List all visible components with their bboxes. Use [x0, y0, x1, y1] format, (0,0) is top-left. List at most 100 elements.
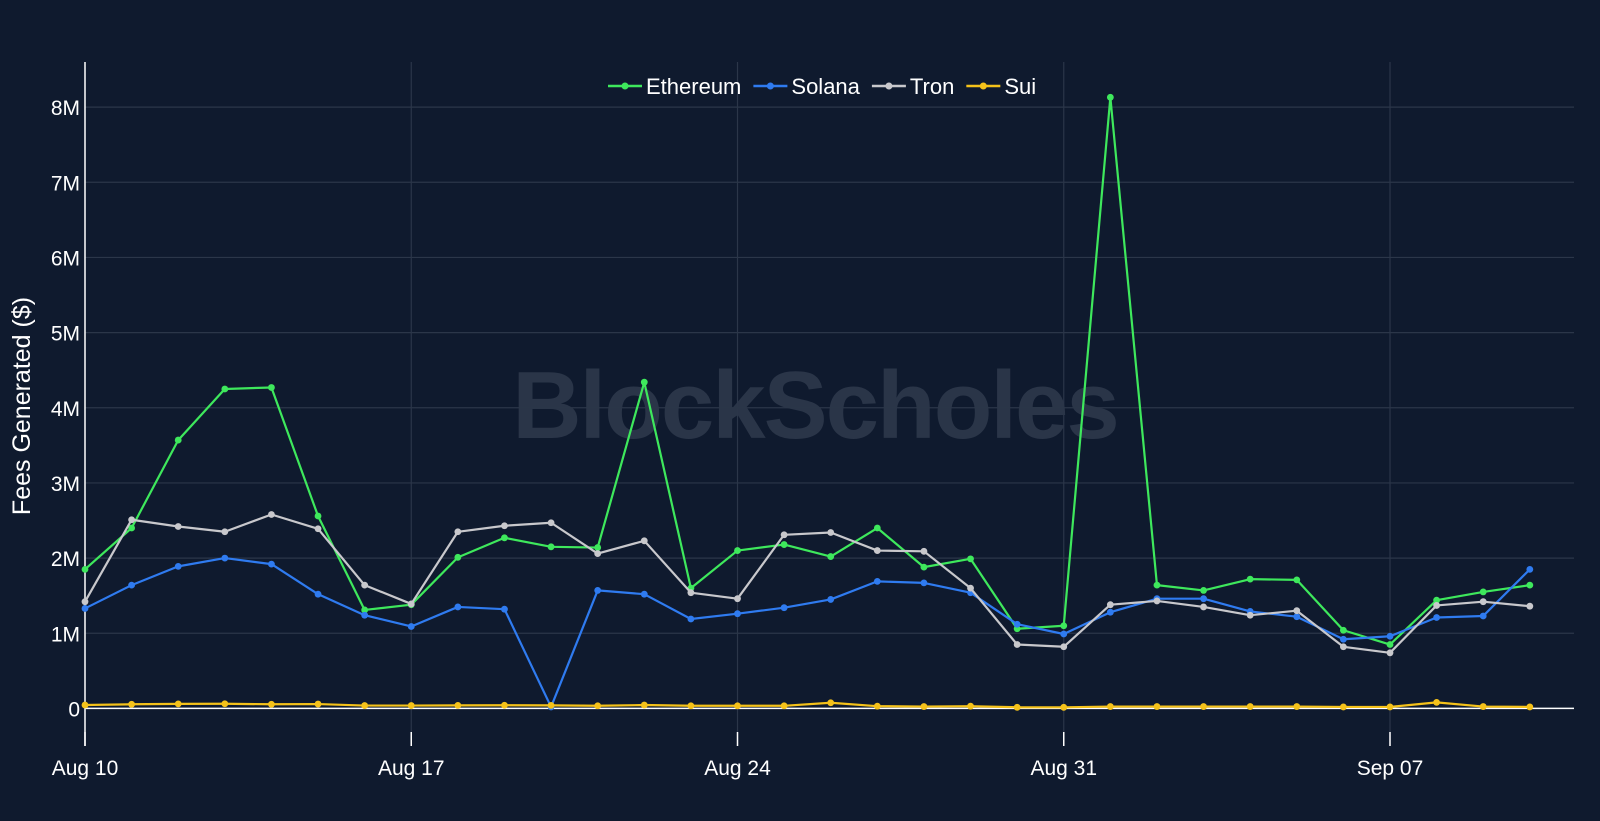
data-point-tron — [1106, 601, 1114, 609]
data-point-tron — [594, 550, 602, 557]
y-tick-label: 0 — [68, 698, 80, 721]
data-point-ethereum — [594, 544, 602, 551]
data-point-ethereum — [1246, 575, 1254, 583]
data-point-sui — [1106, 703, 1114, 710]
data-point-tron — [1200, 603, 1207, 611]
series-ethereum — [81, 93, 1534, 648]
data-point-solana — [1526, 565, 1534, 573]
data-point-solana — [268, 560, 275, 568]
data-point-tron — [547, 519, 555, 527]
legend-label-tron: Tron — [910, 74, 954, 99]
data-point-ethereum — [501, 534, 508, 542]
data-point-tron — [81, 598, 89, 606]
data-point-tron — [174, 523, 182, 530]
data-point-tron — [1526, 602, 1534, 610]
y-tick-label: 4M — [51, 398, 80, 421]
data-point-ethereum — [967, 555, 974, 563]
data-point-sui — [221, 700, 229, 708]
data-point-sui — [407, 702, 415, 709]
legend-label-sui: Sui — [1004, 74, 1036, 99]
y-axis-label: Fees Generated ($) — [8, 297, 36, 515]
x-tick-label: Sep 07 — [1357, 757, 1424, 780]
legend-label-solana: Solana — [791, 74, 860, 99]
legend-item-solana[interactable]: Solana — [753, 74, 861, 99]
legend-label-ethereum: Ethereum — [646, 74, 741, 99]
data-point-sui — [594, 702, 602, 710]
data-point-tron — [1293, 607, 1301, 615]
data-point-solana — [780, 604, 788, 612]
data-point-ethereum — [1106, 93, 1114, 101]
legend-item-ethereum[interactable]: Ethereum — [608, 74, 741, 99]
data-point-ethereum — [81, 565, 89, 573]
data-point-solana — [920, 579, 928, 587]
y-tick-label: 6M — [51, 247, 80, 270]
legend-marker-tron — [885, 82, 893, 90]
data-point-ethereum — [780, 541, 788, 548]
data-point-ethereum — [454, 553, 462, 561]
data-point-solana — [687, 615, 695, 623]
data-point-tron — [268, 511, 275, 518]
data-point-solana — [128, 581, 136, 589]
data-point-ethereum — [1153, 581, 1161, 589]
x-tick-labels: Aug 10 Aug 17 Aug 24 Aug 31 Sep 07 — [52, 757, 1424, 780]
data-point-ethereum — [361, 606, 369, 614]
data-point-ethereum — [873, 524, 881, 532]
data-point-ethereum — [1479, 588, 1487, 596]
series-sui — [81, 699, 1534, 711]
data-point-ethereum — [1060, 622, 1068, 630]
data-point-ethereum — [128, 524, 136, 532]
data-point-ethereum — [1200, 587, 1207, 594]
data-point-sui — [501, 701, 508, 709]
data-point-tron — [687, 589, 695, 597]
data-point-sui — [361, 702, 369, 709]
legend-item-tron[interactable]: Tron — [871, 74, 954, 99]
data-point-sui — [547, 702, 555, 709]
data-point-solana — [174, 562, 182, 570]
x-tick-label: Aug 24 — [704, 757, 771, 780]
data-point-solana — [407, 623, 415, 630]
series-tron — [81, 511, 1534, 657]
watermark: BlockScholes — [512, 352, 1118, 459]
series-line-sui — [84, 701, 1530, 709]
axes — [84, 62, 1574, 746]
data-point-tron — [454, 528, 462, 536]
legend[interactable]: Ethereum Solana Tron Sui — [608, 74, 1036, 99]
data-point-ethereum — [1433, 596, 1441, 604]
y-tick-label: 7M — [51, 172, 80, 195]
data-point-tron — [361, 581, 369, 589]
data-point-solana — [1339, 635, 1347, 643]
data-point-ethereum — [174, 436, 182, 444]
data-point-solana — [454, 603, 462, 611]
data-point-sui — [1246, 703, 1254, 710]
data-point-sui — [1433, 699, 1441, 706]
data-point-tron — [640, 537, 648, 545]
y-tick-label: 8M — [51, 97, 80, 120]
data-point-sui — [1526, 703, 1534, 711]
series-line-ethereum — [84, 96, 1530, 646]
data-point-solana — [1060, 630, 1068, 638]
data-point-solana — [734, 610, 741, 618]
data-point-solana — [827, 596, 835, 603]
data-point-sui — [734, 702, 741, 710]
data-point-tron — [1386, 649, 1394, 657]
x-tick-label: Aug 17 — [378, 757, 445, 780]
y-tick-labels: 0 1M 2M 3M 4M 5M 6M 7M 8M — [51, 97, 80, 721]
y-tick-label: 3M — [51, 473, 80, 496]
data-point-sui — [268, 700, 275, 708]
legend-marker-sui — [979, 82, 987, 90]
series-line-solana — [84, 556, 1531, 709]
y-tick-label: 1M — [51, 623, 80, 646]
data-point-sui — [1386, 703, 1394, 711]
data-point-tron — [734, 595, 741, 603]
data-point-tron — [407, 600, 415, 608]
data-point-solana — [594, 587, 602, 594]
data-point-sui — [873, 702, 881, 710]
legend-item-sui[interactable]: Sui — [966, 74, 1036, 99]
data-point-sui — [314, 700, 322, 708]
data-point-sui — [1013, 703, 1021, 711]
data-point-sui — [1293, 703, 1301, 710]
y-tick-label: 2M — [51, 548, 80, 571]
data-point-sui — [640, 701, 648, 709]
data-point-solana — [314, 590, 322, 598]
